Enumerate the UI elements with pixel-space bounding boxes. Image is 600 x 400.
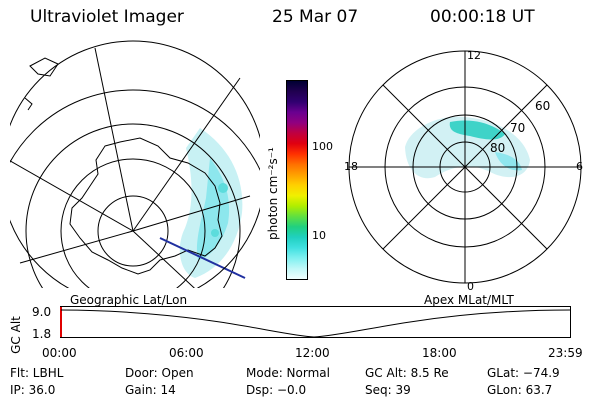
status-dsp: Dsp: −0.0 <box>246 383 307 397</box>
x-tick-2359: 23:59 <box>548 346 583 360</box>
continent-outline <box>69 137 223 275</box>
status-glon: GLon: 63.7 <box>487 383 553 397</box>
mlt-label-12: 12 <box>467 49 481 62</box>
geographic-label: Geographic Lat/Lon <box>70 293 188 307</box>
x-tick-0600: 06:00 <box>169 346 204 360</box>
lat-label-60: 60 <box>535 99 550 113</box>
colorbar-tick-100: 100 <box>312 140 333 153</box>
x-tick-0000: 00:00 <box>42 346 77 360</box>
apex-label: Apex MLat/MLT <box>424 293 514 307</box>
colorbar-gradient <box>287 81 307 279</box>
date-label: 25 Mar 07 <box>272 7 359 27</box>
geo-meridians <box>10 47 251 288</box>
altitude-curve <box>60 309 571 338</box>
colorbar-label: photon cm⁻²s⁻¹ <box>266 147 280 240</box>
colorbar <box>286 80 308 280</box>
status-gc-alt: GC Alt: 8.5 Re <box>365 366 449 380</box>
mlt-label-0: 0 <box>467 280 474 292</box>
altitude-timeline <box>60 306 571 338</box>
y-tick-1-8: 1.8 <box>32 327 52 341</box>
status-ip: IP: 36.0 <box>10 383 56 397</box>
status-filter: Flt: LBHL <box>10 366 64 380</box>
status-door: Door: Open <box>125 366 194 380</box>
timeline-frame <box>60 306 571 338</box>
lat-label-70: 70 <box>510 121 525 135</box>
geo-latitude-circles <box>10 89 260 288</box>
polar-aurora-emission <box>405 116 530 179</box>
status-mode: Mode: Normal <box>246 366 330 380</box>
earth-limb <box>10 40 260 288</box>
geo-aurora-emission <box>179 128 243 278</box>
polar-plot: 12 18 6 0 60 70 80 <box>344 49 583 292</box>
gc-alt-axis-title: GC Alt <box>8 316 23 354</box>
status-glat: GLat: −74.9 <box>487 366 560 380</box>
time-label: 00:00:18 UT <box>430 7 535 27</box>
mlt-label-18: 18 <box>344 160 358 173</box>
satellite-track <box>159 237 246 279</box>
y-tick-9: 9.0 <box>32 305 52 319</box>
lat-label-80: 80 <box>490 141 505 155</box>
mlt-label-6: 6 <box>576 160 583 173</box>
status-seq: Seq: 39 <box>365 383 411 397</box>
polar-spokes <box>349 51 581 283</box>
x-tick-1200: 12:00 <box>295 346 330 360</box>
colorbar-tick-10: 10 <box>312 229 326 242</box>
geographic-map <box>10 40 260 288</box>
x-tick-1800: 18:00 <box>422 346 457 360</box>
instrument-title: Ultraviolet Imager <box>30 7 184 27</box>
status-gain: Gain: 14 <box>125 383 176 397</box>
